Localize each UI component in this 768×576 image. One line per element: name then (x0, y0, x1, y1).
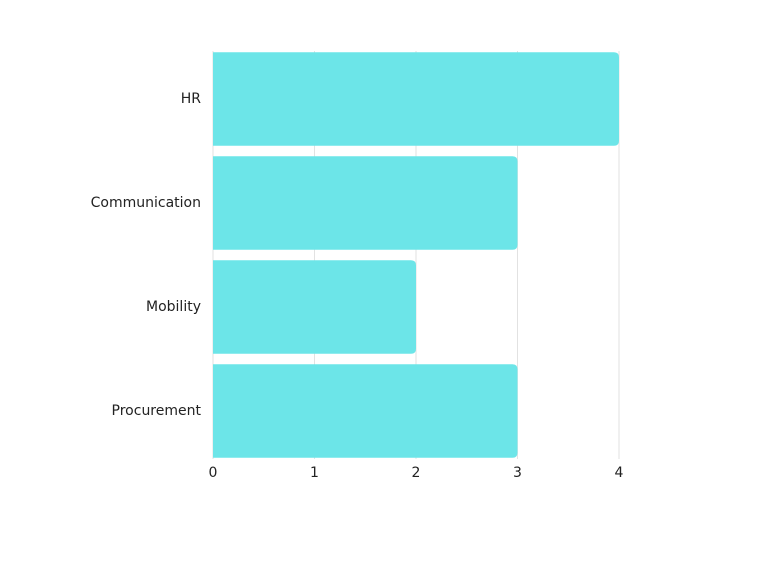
x-tick-label: 3 (513, 465, 522, 481)
x-tick-label: 1 (310, 465, 319, 481)
bar (213, 156, 518, 250)
bar (213, 364, 518, 458)
y-tick-label: Mobility (146, 299, 201, 315)
bar (213, 52, 619, 146)
bar (213, 260, 416, 354)
y-tick-label: HR (181, 91, 202, 107)
y-tick-label: Procurement (112, 403, 202, 419)
y-tick-label: Communication (91, 195, 201, 211)
x-tick-label: 0 (209, 465, 218, 481)
x-tick-label: 4 (615, 465, 624, 481)
x-tick-label: 2 (412, 465, 421, 481)
